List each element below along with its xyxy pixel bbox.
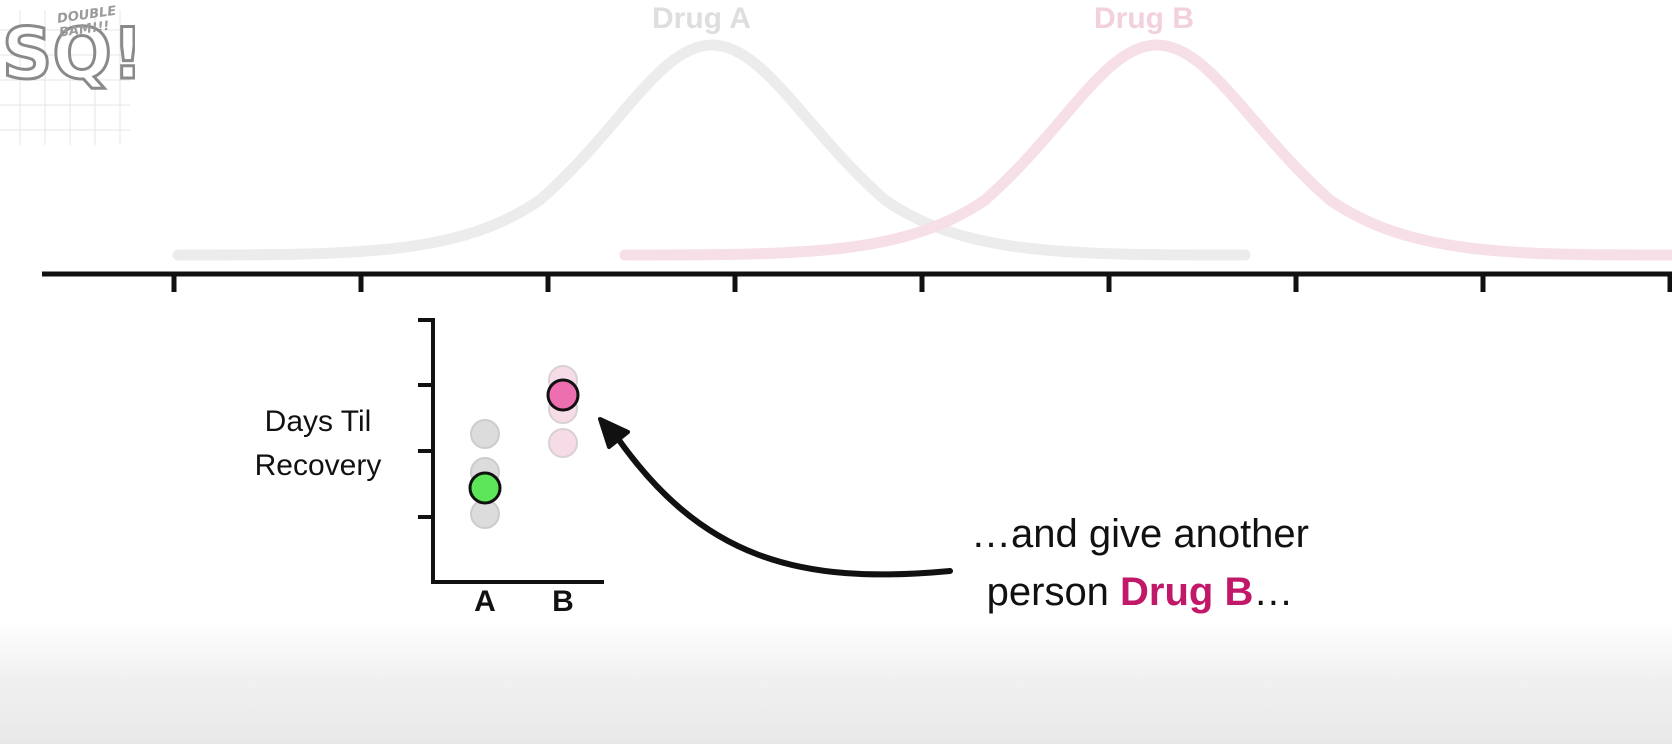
point-b-highlight	[546, 378, 580, 412]
y-axis-label: Days Til Recovery	[228, 400, 408, 488]
point-a-faded-1	[470, 419, 500, 449]
bottom-gradient	[0, 620, 1672, 744]
x-tick-label-a: A	[474, 585, 496, 618]
y-axis-label-line2: Recovery	[254, 449, 382, 482]
caption-line2-prefix: person	[986, 570, 1121, 614]
statquest-logo: SQ! DOUBLE BAM!!!	[0, 0, 145, 150]
number-line-ticks	[171, 274, 1672, 292]
caption-line2-suffix: …	[1253, 570, 1294, 614]
drug-a-curve	[172, 39, 1251, 261]
point-b-faded-3	[548, 428, 578, 458]
drug-b-curve	[619, 39, 1672, 261]
caption-line1: …and give another	[970, 512, 1309, 556]
logo-letters: SQ!	[2, 13, 135, 95]
x-tick-label-b: B	[552, 585, 574, 618]
caption-highlight-drug-b: Drug B	[1120, 570, 1254, 614]
caption: …and give another person Drug B…	[900, 505, 1380, 621]
caption-line2: person Drug B…	[900, 563, 1380, 621]
drug-b-label: Drug B	[1094, 2, 1194, 35]
drug-a-label: Drug A	[652, 2, 751, 35]
logo-art: SQ!	[0, 10, 145, 145]
point-a-highlight	[468, 471, 502, 505]
curved-arrow	[609, 427, 953, 578]
arrowhead	[598, 417, 630, 449]
y-axis-label-line1: Days Til	[264, 405, 372, 438]
scatter-y-ticks	[418, 318, 433, 519]
